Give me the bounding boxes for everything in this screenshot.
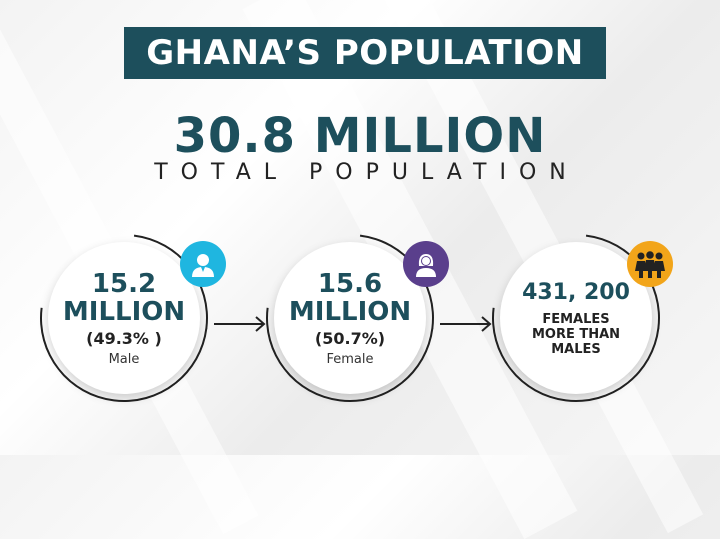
male-stat-content: 15.2 MILLION (49.3% ) Male	[48, 242, 200, 394]
page-title: GHANA’S POPULATION	[124, 27, 606, 79]
difference-stat-content: 431, 200 FEMALES MORE THAN MALES	[500, 242, 652, 394]
female-stat-circle: 15.6 MILLION (50.7%) Female	[232, 200, 468, 436]
female-stat-content: 15.6 MILLION (50.7%) Female	[274, 242, 426, 394]
male-value-unit: MILLION	[62, 296, 186, 327]
group-of-women-icon	[627, 241, 673, 287]
arrow-right-icon	[440, 316, 492, 332]
arrow-right-icon	[214, 316, 266, 332]
female-value-unit: MILLION	[288, 296, 412, 327]
male-user-icon	[180, 241, 226, 287]
difference-text-line-3: MALES	[551, 341, 601, 357]
total-population-label: TOTAL POPULATION	[154, 160, 579, 185]
female-percent: (50.7%)	[314, 328, 386, 348]
difference-value: 431, 200	[522, 279, 630, 305]
female-user-icon	[403, 241, 449, 287]
female-label: Female	[326, 351, 374, 367]
female-value: 15.6	[317, 268, 383, 299]
male-label: Male	[108, 351, 140, 367]
male-value: 15.2	[91, 268, 157, 299]
total-population-value: 30.8 MILLION	[173, 108, 547, 164]
male-stat-circle: 15.2 MILLION (49.3% ) Male	[6, 200, 242, 436]
difference-text-line-2: MORE THAN	[531, 326, 621, 342]
male-percent: (49.3% )	[86, 328, 162, 348]
difference-text-line-1: FEMALES	[542, 311, 610, 327]
difference-stat-circle: 431, 200 FEMALES MORE THAN MALES	[458, 200, 694, 436]
